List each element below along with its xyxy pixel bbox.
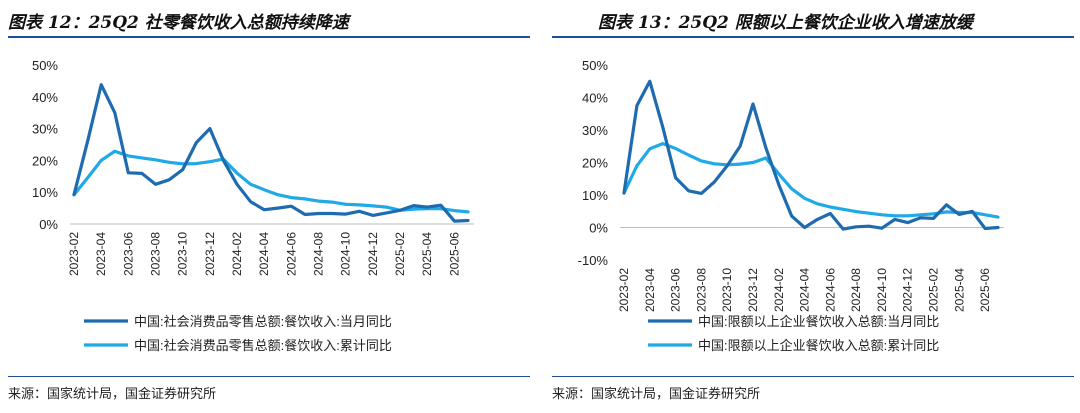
right-chart: -10% 0% 10% 20% 30% 40% 50% 2023-02 2023-04 2023-… [578, 58, 1004, 353]
left-series-line-monthly [72, 83, 470, 223]
left-xtick-label: 2025-02 [393, 232, 407, 276]
left-ytick-label: 0% [39, 217, 58, 232]
right-xtick-label: 2024-12 [901, 268, 915, 312]
left-xtick-label: 2024-12 [366, 232, 380, 276]
right-xtick-label: 2024-02 [772, 268, 786, 312]
left-xtick-label: 2024-06 [284, 232, 298, 276]
right-xtick-label: 2023-08 [694, 268, 708, 312]
right-ytick-label: 0% [589, 221, 608, 236]
right-figure-title: 图表 13：25Q2 限额以上餐饮企业收入增速放缓 [598, 13, 973, 33]
left-xtick-label: 2025-04 [420, 232, 434, 276]
right-ytick-label: 50% [582, 58, 608, 73]
left-figure-title: 图表 12：25Q2 社零餐饮收入总额持续降速 [8, 13, 349, 33]
right-xtick-label: 2025-04 [952, 268, 966, 312]
left-ytick-label: 10% [32, 185, 58, 200]
right-source: 来源：国家统计局，国金证券研究所 [552, 387, 761, 402]
right-series-line-cumulative [622, 141, 1000, 219]
right-ytick-label: 10% [582, 188, 608, 203]
left-ytick-label: 20% [32, 153, 58, 168]
right-xtick-label: 2023-02 [617, 268, 631, 312]
left-xtick-label: 2025-06 [447, 232, 461, 276]
left-ytick-label: 50% [32, 58, 58, 73]
left-title-rule [8, 36, 530, 38]
right-ytick-label: 40% [582, 91, 608, 106]
left-legend-label: 中国:社会消费品零售总额:餐饮收入:当月同比 [134, 314, 392, 329]
right-legend-label: 中国:限额以上企业餐饮收入总额:累计同比 [698, 338, 939, 353]
right-xtick-label: 2024-04 [798, 268, 812, 312]
left-xtick-label: 2024-04 [257, 232, 271, 276]
right-xtick-label: 2023-12 [746, 268, 760, 312]
left-source: 来源：国家统计局，国金证券研究所 [8, 387, 217, 402]
left-ytick-label: 30% [32, 122, 58, 137]
right-series-line-monthly [622, 79, 1000, 231]
right-xtick-label: 2025-06 [978, 268, 992, 312]
right-xtick-label: 2024-06 [823, 268, 837, 312]
left-chart: 0% 10% 20% 30% 40% 50% 2023-02 2023-04 2023-06 20… [32, 58, 474, 353]
left-xtick-label: 2024-10 [339, 232, 353, 276]
right-source-rule [552, 376, 1074, 377]
left-legend-label: 中国:社会消费品零售总额:餐饮收入:累计同比 [134, 338, 392, 353]
left-xtick-label: 2023-08 [149, 232, 163, 276]
left-series-line-cumulative [72, 149, 470, 214]
right-ytick-label: 30% [582, 123, 608, 138]
left-xtick-label: 2023-10 [176, 232, 190, 276]
left-xtick-label: 2023-02 [67, 232, 81, 276]
left-ytick-label: 40% [32, 90, 58, 105]
right-xtick-label: 2023-10 [720, 268, 734, 312]
left-xtick-label: 2023-04 [94, 232, 108, 276]
right-xtick-label: 2024-10 [875, 268, 889, 312]
left-source-rule [8, 376, 530, 377]
right-xtick-label: 2024-08 [849, 268, 863, 312]
right-legend-label: 中国:限额以上企业餐饮收入总额:当月同比 [698, 314, 939, 329]
left-xtick-label: 2023-12 [203, 232, 217, 276]
right-xtick-label: 2023-04 [643, 268, 657, 312]
left-xtick-label: 2024-02 [230, 232, 244, 276]
right-xtick-label: 2023-06 [669, 268, 683, 312]
left-xtick-label: 2023-06 [121, 232, 135, 276]
right-ytick-label: 20% [582, 156, 608, 171]
right-ytick-label: -10% [578, 253, 609, 268]
right-title-rule [552, 36, 1074, 38]
right-xtick-label: 2025-02 [927, 268, 941, 312]
left-xtick-label: 2024-08 [312, 232, 326, 276]
